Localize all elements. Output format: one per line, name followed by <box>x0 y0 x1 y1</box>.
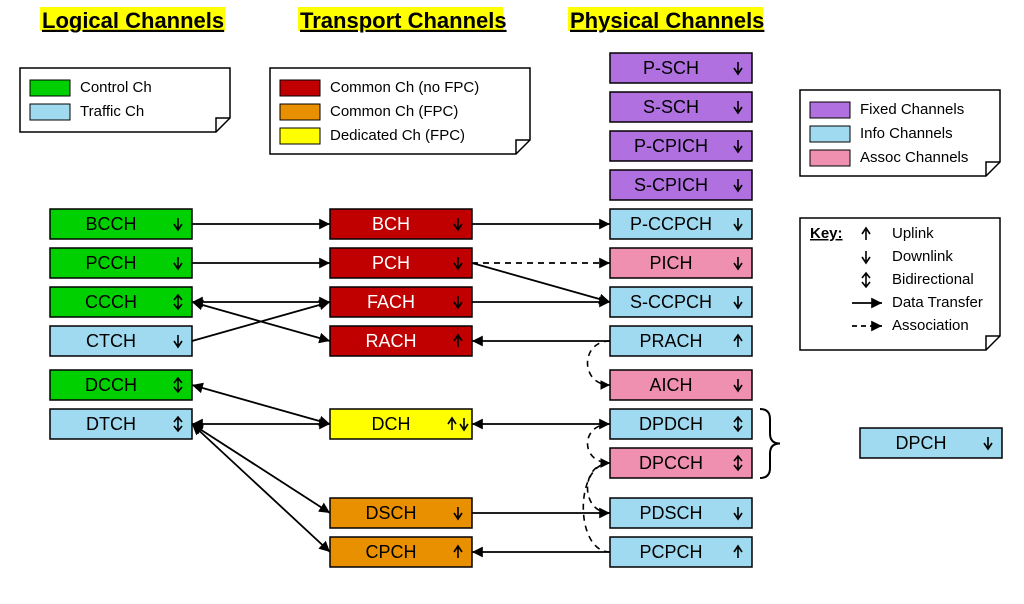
svg-text:Uplink: Uplink <box>892 225 934 242</box>
svg-text:DTCH: DTCH <box>86 414 136 434</box>
svg-text:CTCH: CTCH <box>86 331 136 351</box>
svg-text:PRACH: PRACH <box>639 331 702 351</box>
svg-text:PICH: PICH <box>649 253 692 273</box>
svg-text:Assoc Channels: Assoc Channels <box>860 149 968 166</box>
svg-text:BCCH: BCCH <box>85 214 136 234</box>
svg-text:Transport Channels: Transport Channels <box>300 8 507 33</box>
svg-text:P-CPICH: P-CPICH <box>634 136 708 156</box>
svg-text:P-SCH: P-SCH <box>643 58 699 78</box>
svg-text:Traffic Ch: Traffic Ch <box>80 103 144 120</box>
svg-text:DPCCH: DPCCH <box>639 453 703 473</box>
svg-text:DCH: DCH <box>372 414 411 434</box>
svg-text:PCPCH: PCPCH <box>639 542 702 562</box>
svg-text:Dedicated Ch (FPC): Dedicated Ch (FPC) <box>330 127 465 144</box>
svg-text:FACH: FACH <box>367 292 415 312</box>
svg-text:Data Transfer: Data Transfer <box>892 294 983 311</box>
svg-text:Key:: Key: <box>810 225 843 242</box>
svg-text:Logical Channels: Logical Channels <box>42 8 224 33</box>
svg-text:PCCH: PCCH <box>85 253 136 273</box>
svg-text:Fixed Channels: Fixed Channels <box>860 101 964 118</box>
legend-logical <box>20 68 230 132</box>
svg-text:Association: Association <box>892 317 969 334</box>
svg-text:AICH: AICH <box>649 375 692 395</box>
svg-text:S-CCPCH: S-CCPCH <box>630 292 712 312</box>
svg-text:DPCH: DPCH <box>895 433 946 453</box>
svg-text:Bidirectional: Bidirectional <box>892 271 974 288</box>
svg-text:Common Ch (no FPC): Common Ch (no FPC) <box>330 79 479 96</box>
svg-text:BCH: BCH <box>372 214 410 234</box>
svg-text:S-SCH: S-SCH <box>643 97 699 117</box>
channel-diagram: Logical Channels Transport Channels Physic… <box>0 0 1024 604</box>
svg-text:Info Channels: Info Channels <box>860 125 953 142</box>
svg-text:DSCH: DSCH <box>365 503 416 523</box>
svg-text:CCCH: CCCH <box>85 292 137 312</box>
svg-text:DPDCH: DPDCH <box>639 414 703 434</box>
svg-text:Control Ch: Control Ch <box>80 79 152 96</box>
svg-text:P-CCPCH: P-CCPCH <box>630 214 712 234</box>
svg-text:CPCH: CPCH <box>365 542 416 562</box>
svg-text:Downlink: Downlink <box>892 248 953 265</box>
svg-text:RACH: RACH <box>365 331 416 351</box>
svg-text:Common Ch (FPC): Common Ch (FPC) <box>330 103 458 120</box>
svg-text:S-CPICH: S-CPICH <box>634 175 708 195</box>
svg-text:Physical Channels: Physical Channels <box>570 8 764 33</box>
svg-text:PDSCH: PDSCH <box>639 503 702 523</box>
svg-text:DCCH: DCCH <box>85 375 137 395</box>
svg-text:PCH: PCH <box>372 253 410 273</box>
